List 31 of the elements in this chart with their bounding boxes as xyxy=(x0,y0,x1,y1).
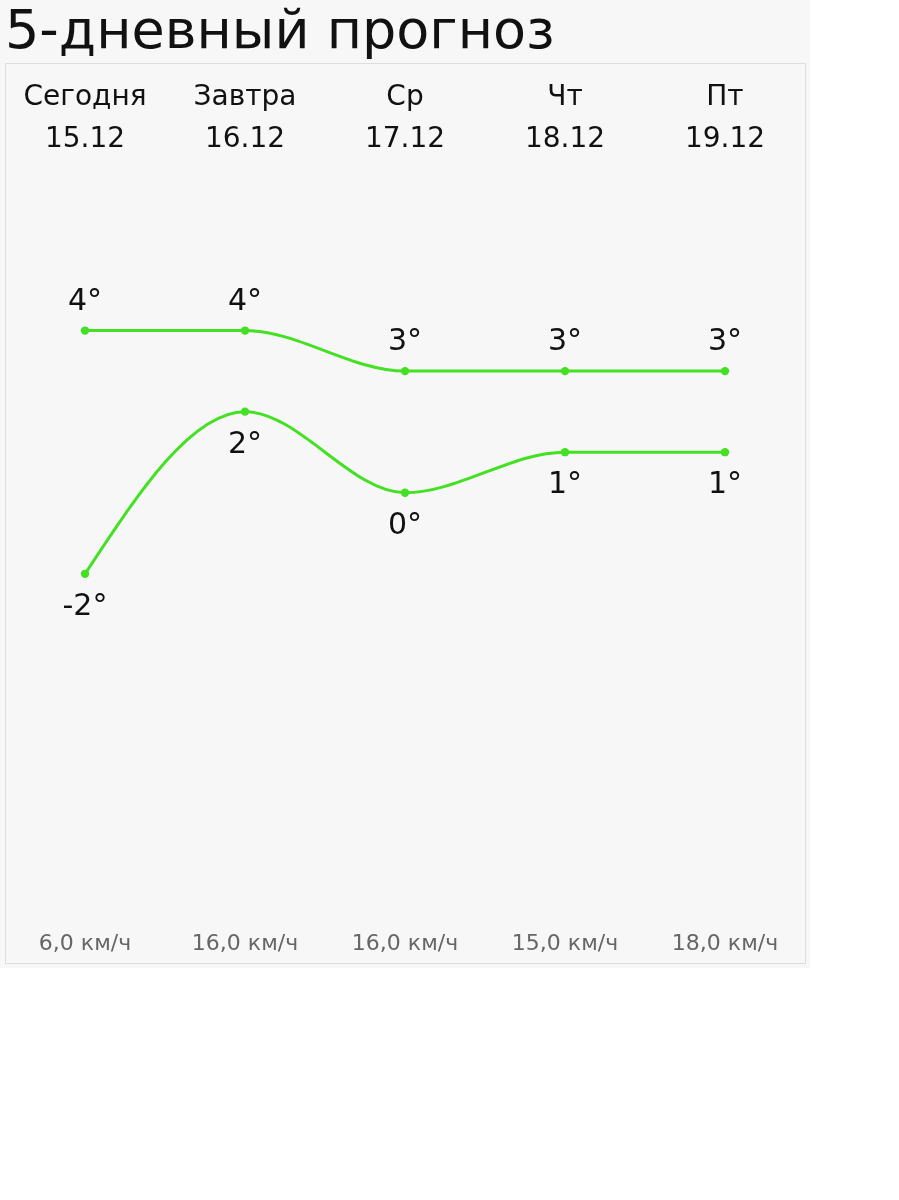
point xyxy=(240,407,250,416)
text: 6,0 км/ч xyxy=(38,930,132,955)
data-label: 3° xyxy=(387,322,423,358)
data-label: 1° xyxy=(547,465,583,501)
data-label: 4° xyxy=(227,281,263,317)
data-label: 3° xyxy=(707,322,743,358)
data-label: 2° xyxy=(227,424,263,460)
point xyxy=(560,366,570,376)
text: 16,0 км/ч xyxy=(351,930,459,955)
text: 16,0 км/ч xyxy=(191,930,299,955)
chart-title: 5-дневный прогноз xyxy=(5,0,555,61)
x-tick-label: Ср 17.12 xyxy=(364,79,446,154)
point xyxy=(240,326,250,335)
data-label: -2° xyxy=(62,586,108,622)
point xyxy=(400,488,410,497)
point xyxy=(720,366,730,376)
point xyxy=(80,569,90,578)
x-tick-label: Завтра 16.12 xyxy=(193,79,297,154)
text: 15,0 км/ч xyxy=(511,930,619,955)
x-tick-label: Чт 18.12 xyxy=(524,79,606,154)
x-tick-label: Сегодня 15.12 xyxy=(23,79,147,154)
point xyxy=(400,366,410,376)
x-tick-label: Пт 19.12 xyxy=(684,79,766,154)
point xyxy=(560,448,570,457)
data-label: 4° xyxy=(67,281,103,317)
text: 18,0 км/ч xyxy=(671,930,779,955)
data-label: 1° xyxy=(707,465,743,501)
point xyxy=(720,448,730,457)
point xyxy=(80,326,90,335)
data-label: 0° xyxy=(387,505,423,541)
data-label: 3° xyxy=(547,322,583,358)
